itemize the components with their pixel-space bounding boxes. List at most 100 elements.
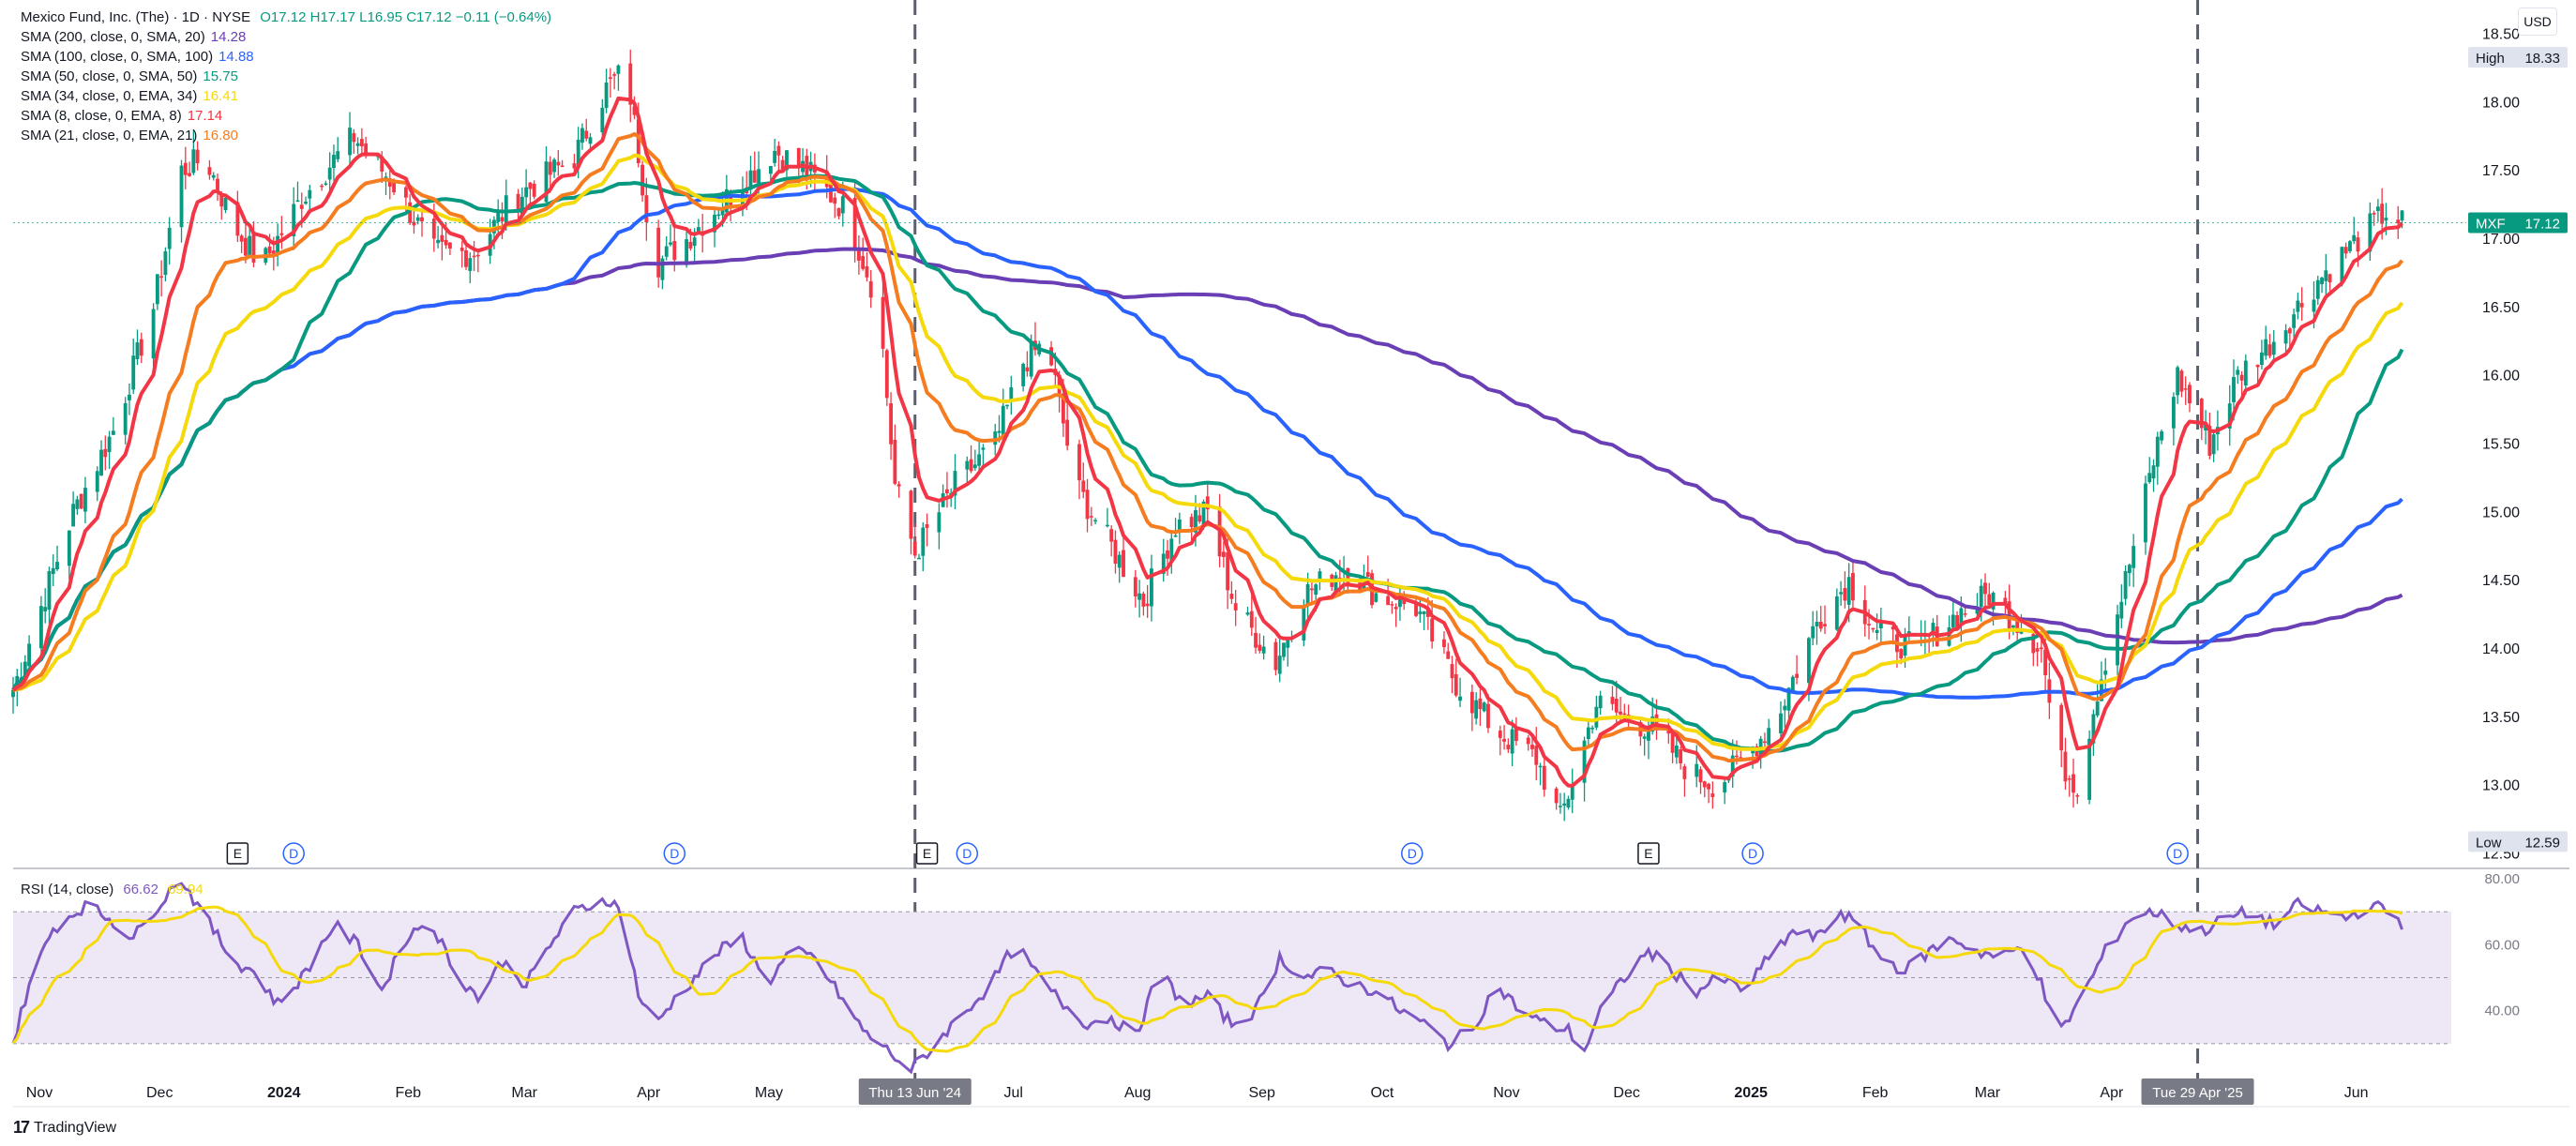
candle-body (295, 200, 300, 203)
candle-body (2151, 465, 2156, 479)
candle-body (917, 557, 921, 560)
indicator-label: SMA (100, close, 0, SMA, 100) (21, 49, 214, 65)
date-crosshair-label: Thu 13 Jun '24 (858, 1078, 972, 1105)
candle-body (1314, 584, 1318, 596)
candle-body (1194, 510, 1198, 533)
marker-circle (282, 842, 305, 865)
candle-body (468, 258, 473, 271)
candle-body (836, 207, 841, 217)
candle-body (1642, 736, 1647, 739)
symbol-title[interactable]: Mexico Fund, Inc. (The) · 1D · NYSE (21, 9, 251, 25)
candle-body (1811, 626, 1815, 639)
indicator-row[interactable]: SMA (21, close, 0, EMA, 21) 16.80 (21, 126, 551, 145)
indicator-row[interactable]: SMA (200, close, 0, SMA, 20) 14.28 (21, 27, 551, 47)
indicator-row[interactable]: SMA (8, close, 0, EMA, 8) 17.14 (21, 106, 551, 126)
indicator-row[interactable]: SMA (50, close, 0, SMA, 50) 15.75 (21, 67, 551, 86)
candle-body (1899, 649, 1904, 659)
candle-body (1166, 550, 1169, 559)
candle-body (2340, 247, 2344, 283)
time-tick-label: Feb (395, 1085, 421, 1101)
dividend-marker[interactable]: D (956, 842, 979, 865)
candle-body (1530, 745, 1534, 749)
ema-8-line (11, 96, 2403, 788)
dividend-marker[interactable]: D (2166, 842, 2189, 865)
candle-body (2287, 328, 2292, 334)
indicator-row[interactable]: SMA (100, close, 0, SMA, 100) 14.88 (21, 47, 551, 67)
dividend-marker[interactable]: D (1741, 842, 1764, 865)
candle-body (628, 63, 633, 105)
candle-body (2324, 270, 2328, 281)
candle-body (2035, 648, 2040, 652)
tradingview-brand[interactable]: 17 TradingView (13, 1118, 116, 1138)
earnings-marker[interactable]: E (226, 842, 249, 865)
high-value: 18.33 (2524, 51, 2560, 67)
candle-body (1454, 673, 1458, 696)
candle-body (2384, 218, 2388, 221)
rsi-label[interactable]: RSI (14, close) (21, 882, 114, 897)
candle-body (332, 155, 336, 169)
candle-body (1049, 347, 1053, 366)
candle-body (1458, 696, 1462, 701)
candle-body (1077, 444, 1081, 481)
candle-body (757, 169, 761, 184)
candle-body (2271, 341, 2276, 355)
chart-legend: Mexico Fund, Inc. (The) · 1D · NYSE O17.… (21, 8, 551, 145)
candle-body (431, 219, 436, 239)
candle-body (1422, 611, 1426, 614)
sma-100-line (11, 187, 2403, 700)
candle-body (135, 342, 140, 360)
marker-circle (2166, 842, 2189, 865)
candle-body (1963, 613, 1967, 615)
dividend-marker[interactable]: D (1401, 842, 1424, 865)
last-price-badge (2468, 212, 2568, 234)
candle-body (580, 128, 584, 143)
indicator-row[interactable]: SMA (34, close, 0, EMA, 34) 16.41 (21, 86, 551, 106)
candle-body (576, 140, 580, 169)
candle-body (2243, 360, 2248, 386)
candle-body (776, 145, 781, 156)
candle-body (292, 204, 296, 236)
low-label: Low 12.59 (2468, 831, 2568, 852)
dividend-marker[interactable]: D (282, 842, 305, 865)
marker-box (226, 842, 249, 865)
candle-body (235, 202, 240, 236)
currency-button[interactable]: USD (2518, 8, 2557, 36)
candle-body (1786, 687, 1791, 711)
rsi-ma-value: 69.94 (168, 882, 203, 897)
candle-body (1806, 638, 1811, 684)
price-tick-label: 14.50 (2482, 573, 2520, 589)
candle-body (1839, 592, 1844, 595)
candle-body (688, 241, 693, 249)
candle-body (496, 212, 501, 222)
rsi-tick-label: 80.00 (2484, 871, 2520, 887)
candle-body (2207, 425, 2212, 457)
candle-body (1682, 766, 1687, 779)
candle-body (1542, 765, 1546, 791)
candle-body (1386, 596, 1391, 606)
price-tick-label: 17.50 (2482, 163, 2520, 179)
earnings-marker[interactable]: E (1637, 842, 1660, 865)
candle-body (1878, 623, 1883, 628)
dividend-marker[interactable]: D (663, 842, 686, 865)
candle-body (1430, 618, 1435, 642)
candle-body (1670, 731, 1675, 753)
indicator-label: SMA (21, close, 0, EMA, 21) (21, 128, 198, 143)
candle-body (500, 217, 505, 222)
marker-circle (1741, 842, 1764, 865)
candle-body (1614, 698, 1619, 713)
candle-body (276, 235, 280, 256)
candle-body (544, 161, 549, 203)
candle-body (1305, 584, 1310, 607)
candle-body (1254, 632, 1258, 648)
candle-body (556, 161, 561, 166)
earnings-marker[interactable]: E (915, 842, 939, 865)
indicator-value: 14.88 (218, 49, 254, 65)
candle-body (925, 523, 929, 528)
candle-body (1730, 755, 1735, 777)
candle-body (151, 309, 156, 359)
candle-body (1498, 730, 1502, 738)
candle-body (516, 193, 520, 211)
candle-body (1586, 727, 1590, 739)
indicator-label: SMA (8, close, 0, EMA, 8) (21, 108, 182, 124)
